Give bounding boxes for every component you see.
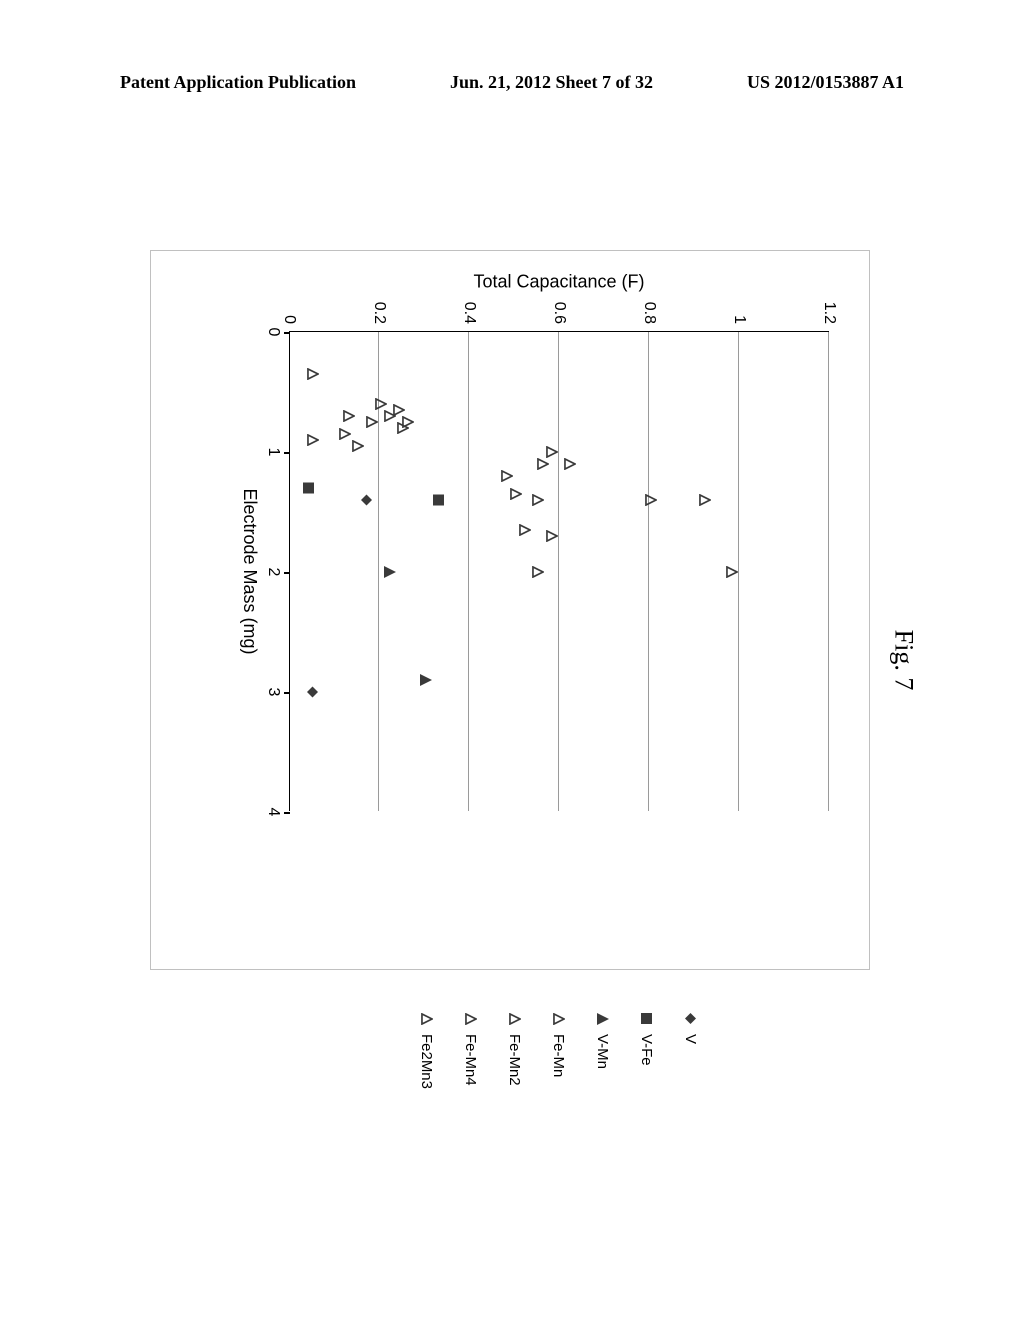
- legend-label: V-Mn: [595, 1034, 612, 1069]
- y-tick-label: 1: [730, 315, 748, 332]
- data-point: [528, 566, 546, 578]
- data-point: [298, 483, 316, 494]
- data-point: [541, 530, 559, 542]
- legend-marker-icon: [464, 1012, 478, 1026]
- data-point: [379, 566, 397, 578]
- legend-item: V: [683, 1012, 699, 1089]
- header-center: Jun. 21, 2012 Sheet 7 of 32: [450, 72, 653, 93]
- legend-marker-icon: [552, 1012, 566, 1026]
- page-header: Patent Application Publication Jun. 21, …: [0, 72, 1024, 93]
- data-point: [379, 410, 397, 422]
- x-tick-label: 4: [264, 808, 290, 817]
- data-point: [370, 398, 388, 410]
- legend-item: V-Fe: [639, 1012, 655, 1089]
- legend-label: Fe2Mn3: [419, 1034, 436, 1089]
- y-tick-label: 0.4: [460, 302, 478, 332]
- data-point: [532, 458, 550, 470]
- data-point: [505, 488, 523, 500]
- data-point: [303, 368, 321, 380]
- figure-container: Total Capacitance (F) Electrode Mass (mg…: [150, 250, 870, 970]
- y-axis-label: Total Capacitance (F): [474, 272, 645, 293]
- plot-area: Total Capacitance (F) Electrode Mass (mg…: [289, 331, 829, 811]
- data-point: [721, 566, 739, 578]
- data-point: [429, 495, 447, 506]
- legend-item: Fe-Mn2: [507, 1012, 523, 1089]
- data-point: [415, 674, 433, 686]
- x-tick-label: 1: [264, 448, 290, 457]
- legend-marker-icon: [508, 1012, 522, 1026]
- gridline: [828, 332, 829, 811]
- data-point: [348, 440, 366, 452]
- legend-label: V-Fe: [639, 1034, 656, 1066]
- legend-label: Fe-Mn: [551, 1034, 568, 1077]
- figure-label: Fig. 7: [889, 630, 919, 691]
- header-left: Patent Application Publication: [120, 72, 356, 93]
- data-point: [393, 422, 411, 434]
- legend-item: V-Mn: [595, 1012, 611, 1089]
- x-tick-label: 3: [264, 688, 290, 697]
- data-point: [303, 434, 321, 446]
- gridline: [558, 332, 559, 811]
- chart-box: Total Capacitance (F) Electrode Mass (mg…: [150, 250, 870, 970]
- legend-label: V: [683, 1034, 700, 1044]
- page: Patent Application Publication Jun. 21, …: [0, 0, 1024, 1320]
- data-point: [514, 524, 532, 536]
- legend-label: Fe-Mn4: [463, 1034, 480, 1086]
- data-point: [357, 495, 375, 506]
- x-axis-label: Electrode Mass (mg): [239, 488, 260, 654]
- plot-wrapper: Total Capacitance (F) Electrode Mass (mg…: [171, 271, 849, 949]
- header-right: US 2012/0153887 A1: [747, 72, 904, 93]
- legend-item: Fe-Mn4: [463, 1012, 479, 1089]
- data-point: [303, 687, 321, 698]
- gridline: [648, 332, 649, 811]
- gridline: [468, 332, 469, 811]
- data-point: [640, 494, 658, 506]
- y-tick-label: 0.6: [550, 302, 568, 332]
- legend-marker-icon: [684, 1012, 698, 1026]
- x-tick-label: 0: [264, 328, 290, 337]
- legend-label: Fe-Mn2: [507, 1034, 524, 1086]
- data-point: [361, 416, 379, 428]
- y-tick-label: 1.2: [820, 302, 838, 332]
- data-point: [559, 458, 577, 470]
- data-point: [496, 470, 514, 482]
- legend-item: Fe2Mn3: [419, 1012, 435, 1089]
- y-tick-label: 0.2: [370, 302, 388, 332]
- legend-marker-icon: [420, 1012, 434, 1026]
- legend-item: Fe-Mn: [551, 1012, 567, 1089]
- legend-marker-icon: [640, 1012, 654, 1026]
- data-point: [334, 428, 352, 440]
- data-point: [528, 494, 546, 506]
- x-tick-label: 2: [264, 568, 290, 577]
- y-tick-label: 0.8: [640, 302, 658, 332]
- data-point: [694, 494, 712, 506]
- legend-marker-icon: [596, 1012, 610, 1026]
- data-point: [541, 446, 559, 458]
- legend: V V-Fe V-Mn Fe-Mn Fe-Mn2 Fe-Mn4 Fe2Mn3: [391, 1012, 699, 1089]
- data-point: [339, 410, 357, 422]
